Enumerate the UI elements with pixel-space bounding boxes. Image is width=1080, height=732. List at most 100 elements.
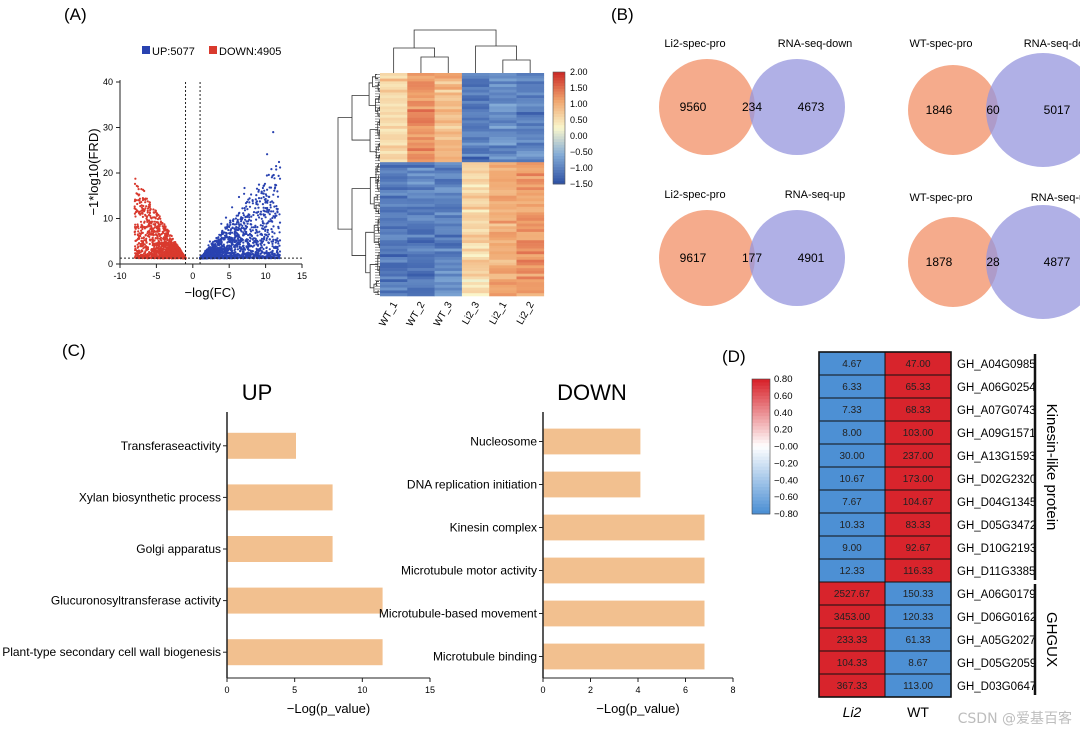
heatmap-a-column-label: Li2_2 xyxy=(515,300,537,327)
volcano-point-up xyxy=(247,255,250,258)
volcano-point-up xyxy=(236,252,239,255)
volcano-point-up xyxy=(252,253,255,256)
volcano-point-up xyxy=(255,187,259,190)
bar-up-x-tick-label: 10 xyxy=(357,685,367,695)
volcano-point-up xyxy=(203,253,206,256)
heatmap-a-cell xyxy=(489,254,517,258)
heatmap-a-cell xyxy=(380,192,408,196)
volcano-point-down xyxy=(170,238,173,241)
volcano-point-up xyxy=(246,200,249,203)
volcano-point-up xyxy=(262,206,265,209)
heatmap-a-cell xyxy=(461,245,490,249)
heatmap-a-cell xyxy=(380,153,408,157)
heatmap-a-cell xyxy=(407,204,435,208)
heatmap-d-gene-label: GH_A05G2027 xyxy=(957,635,1036,647)
heatmap-d-colorbar-segment xyxy=(752,470,770,474)
volcano-point-up xyxy=(272,215,275,218)
heatmap-a-cell xyxy=(380,206,408,210)
volcano-point-up xyxy=(278,244,281,247)
heatmap-a-colorbar-segment xyxy=(553,130,565,134)
heatmap-a-cell xyxy=(461,259,490,263)
volcano-point-up xyxy=(262,238,266,241)
heatmap-a-cell xyxy=(461,254,490,258)
heatmap-a-cell xyxy=(380,75,408,79)
heatmap-a-cell xyxy=(407,170,435,174)
volcano-point-down xyxy=(134,230,137,233)
volcano-point-up xyxy=(259,213,262,216)
volcano-point-down xyxy=(143,210,146,213)
heatmap-a-cell xyxy=(434,106,463,110)
volcano-point-down xyxy=(138,197,141,200)
heatmap-a-colorbar-segment xyxy=(553,158,565,162)
volcano-point-up xyxy=(235,242,238,245)
volcano-point-down xyxy=(139,243,142,246)
heatmap-a-cell xyxy=(516,265,545,269)
heatmap-d-colorbar-segment xyxy=(752,392,770,397)
heatmap-a-cell xyxy=(407,117,435,121)
volcano-point-up xyxy=(231,231,234,234)
volcano-point-up xyxy=(254,226,257,229)
venn-count-left: 9560 xyxy=(680,100,707,114)
volcano-point-down xyxy=(157,223,161,226)
volcano-point-up xyxy=(273,252,276,255)
volcano-point-up xyxy=(262,184,265,187)
dendrogram-branch xyxy=(373,196,378,209)
dendrogram-branch xyxy=(378,88,380,93)
heatmap-a-column-label: Li2_1 xyxy=(488,300,510,327)
heatmap-d-value-wt: 61.33 xyxy=(905,635,930,646)
heatmap-a-cell xyxy=(380,176,408,180)
heatmap-d-colorbar-segment xyxy=(752,480,770,485)
volcano-point-up xyxy=(259,210,263,213)
heatmap-d-frame xyxy=(818,351,952,698)
volcano-point-down xyxy=(152,216,155,219)
heatmap-a-cell xyxy=(516,198,545,202)
volcano-point-up xyxy=(261,251,264,254)
volcano-point-up xyxy=(214,248,217,251)
heatmap-a-cell xyxy=(407,282,435,286)
volcano-point-down xyxy=(136,243,139,246)
heatmap-a-cell xyxy=(516,73,545,77)
heatmap-a-cell xyxy=(516,134,545,138)
heatmap-a-cell xyxy=(434,95,463,99)
volcano-point-up xyxy=(230,241,233,244)
volcano-point-down xyxy=(146,200,149,203)
heatmap-a-cell xyxy=(407,240,435,244)
heatmap-d-value-wt: 150.33 xyxy=(903,589,934,600)
volcano-x-tick-label: -5 xyxy=(152,271,160,281)
volcano-point-up xyxy=(265,225,268,228)
venn-circle-right xyxy=(749,59,845,155)
heatmap-a-cell xyxy=(516,212,545,216)
heatmap-a-cell xyxy=(380,156,408,160)
bar-up-bar xyxy=(227,587,383,614)
heatmap-a-cell xyxy=(461,229,490,233)
heatmap-d-colorbar-segment xyxy=(752,399,770,404)
heatmap-a-cell xyxy=(489,259,517,263)
volcano-point-down xyxy=(148,242,151,246)
volcano-y-tick-label: 20 xyxy=(103,168,113,178)
volcano-point-up xyxy=(231,226,234,229)
volcano-point-up xyxy=(272,193,275,196)
volcano-point-up xyxy=(236,221,239,224)
volcano-point-down xyxy=(137,245,140,248)
volcano-point-up xyxy=(277,160,281,164)
heatmap-a-cell xyxy=(407,125,435,130)
bar-up-bar xyxy=(227,639,383,666)
heatmap-a-cell xyxy=(516,229,545,233)
heatmap-a-cell xyxy=(516,112,545,116)
heatmap-a-cell xyxy=(434,243,463,247)
heatmap-a-cell xyxy=(407,262,435,266)
heatmap-a-cell xyxy=(489,240,517,244)
volcano-point-down xyxy=(158,234,161,238)
heatmap-a-cell xyxy=(516,282,545,286)
heatmap-d-colorbar-segment xyxy=(752,460,770,464)
volcano-point-up xyxy=(254,251,257,254)
heatmap-a-cells xyxy=(380,73,545,297)
volcano-point-up xyxy=(224,251,227,254)
volcano-point-up xyxy=(266,228,269,232)
volcano-point-up xyxy=(263,243,266,246)
volcano-point-down xyxy=(160,250,163,253)
volcano-point-up xyxy=(266,208,269,211)
volcano-point-up xyxy=(252,213,255,217)
volcano-point-up xyxy=(272,225,275,228)
heatmap-d-colorbar-segment xyxy=(752,487,770,491)
